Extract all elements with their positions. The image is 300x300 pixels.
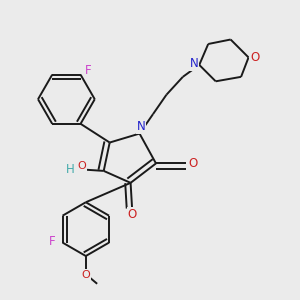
Text: H: H	[66, 163, 75, 176]
Text: O: O	[128, 208, 137, 221]
Text: F: F	[49, 235, 56, 248]
Text: O: O	[81, 270, 90, 280]
Text: F: F	[85, 64, 92, 77]
Text: O: O	[189, 157, 198, 170]
Text: O: O	[77, 161, 86, 171]
Text: N: N	[137, 120, 146, 133]
Text: O: O	[250, 51, 259, 64]
Text: N: N	[190, 57, 198, 70]
